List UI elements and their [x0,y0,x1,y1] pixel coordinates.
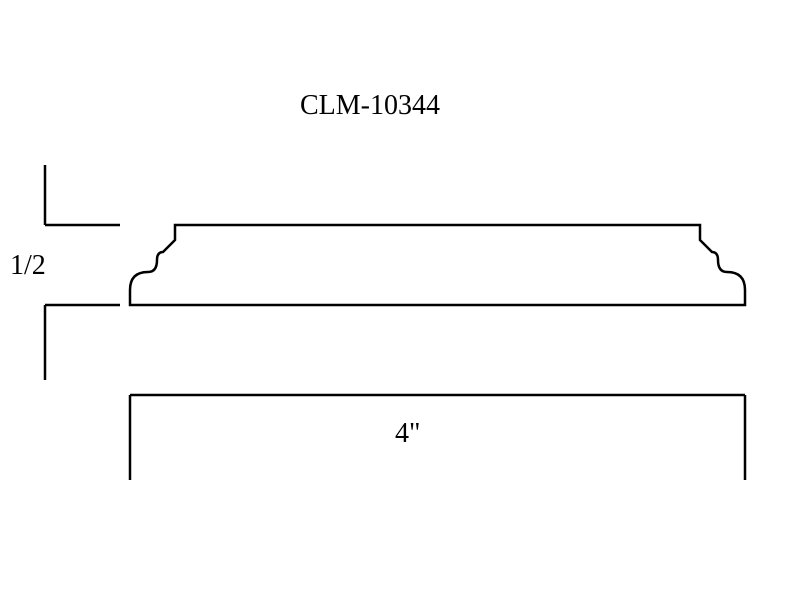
height-dimension-label: 1/2 [10,250,46,282]
width-dimension-label: 4" [395,418,420,450]
part-number-label: CLM-10344 [300,90,440,122]
profile-outline [130,225,745,305]
